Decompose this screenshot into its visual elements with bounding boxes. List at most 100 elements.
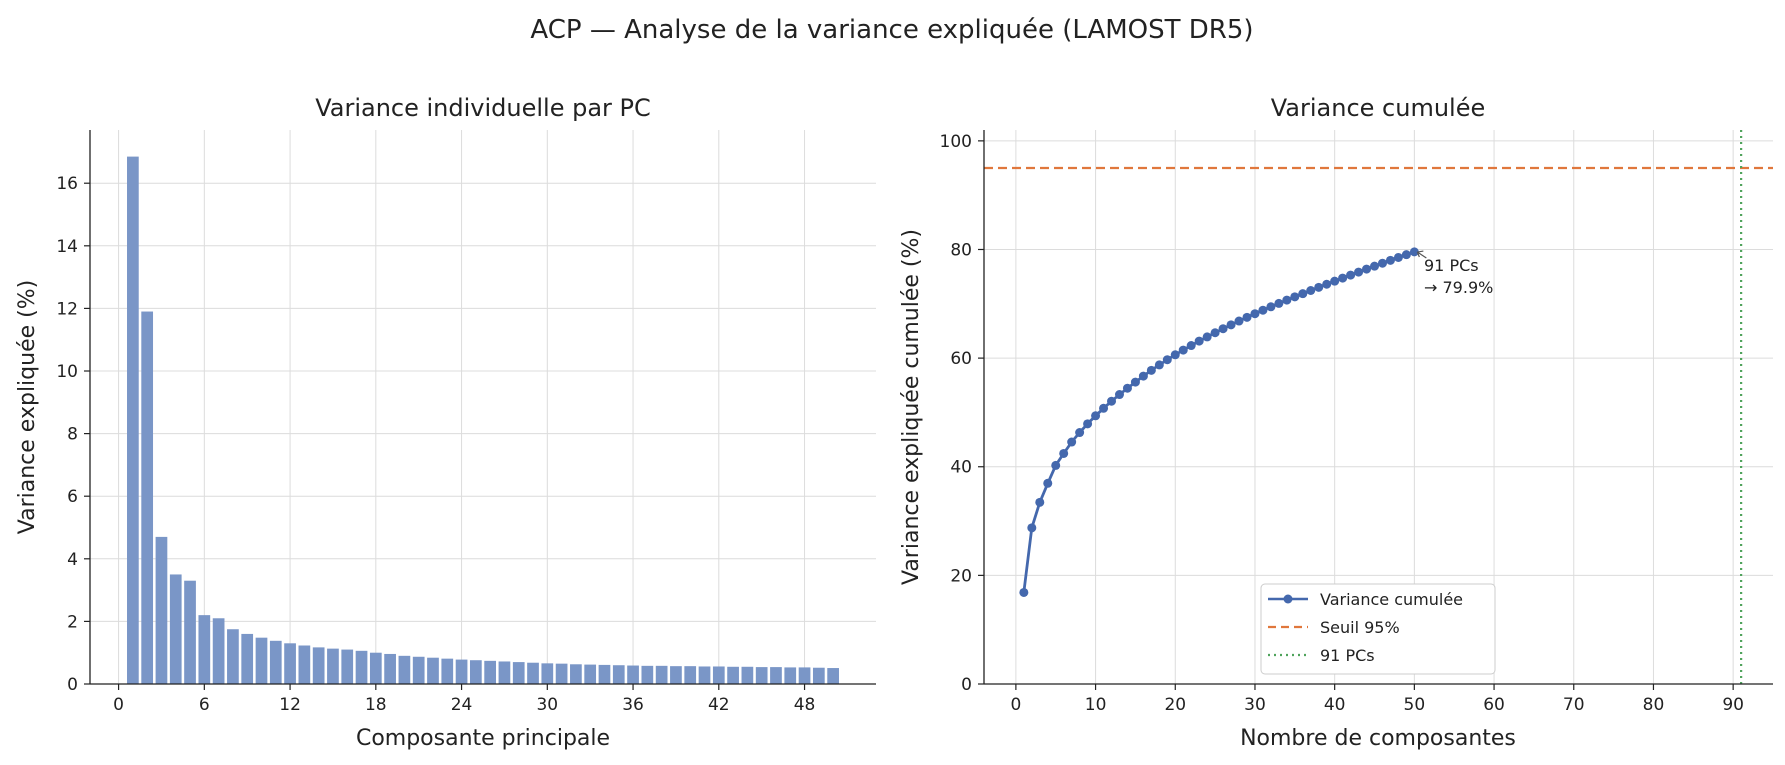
bar (512, 662, 525, 684)
cumulative-point (1362, 264, 1372, 274)
bar (312, 647, 325, 684)
bar-chart-x-tick-label: 18 (365, 695, 387, 715)
bar (584, 664, 597, 684)
bar-chart-x-tick-label: 12 (279, 695, 301, 715)
bar-chart-y-ticks: 0 2 4 6 8 10 12 14 16 (56, 174, 90, 695)
bar (684, 666, 697, 684)
bar (155, 536, 168, 684)
bar-chart-y-tick-label: 14 (56, 237, 78, 257)
bar (141, 311, 154, 684)
cumulative-point (1218, 324, 1228, 334)
cumulative-point (1146, 365, 1156, 375)
cumulative-point (1210, 328, 1220, 338)
bar (627, 665, 639, 684)
bar-chart-x-ticks: 0 6 12 18 24 30 36 42 48 (113, 684, 815, 715)
cumulative-point (1250, 309, 1260, 319)
bar-chart-x-tick-label: 42 (708, 695, 730, 715)
cumulative-x-tick-label: 60 (1483, 695, 1505, 715)
cumulative-point (1234, 316, 1244, 326)
bar (798, 667, 811, 684)
cumulative-x-tick-label: 70 (1563, 695, 1585, 715)
bar (169, 574, 182, 684)
cumulative-point (1226, 320, 1236, 330)
cumulative-point (1409, 247, 1419, 257)
bar-chart-y-tick-label: 16 (56, 174, 78, 194)
bar (255, 637, 268, 684)
cumulative-point (1107, 396, 1117, 406)
bar (427, 657, 439, 684)
cumulative-chart-y-ticks: 0 20 40 60 80 100 (940, 132, 984, 695)
cumulative-chart-series (1019, 247, 1419, 597)
cumulative-chart-reference-lines (984, 130, 1773, 684)
bar (712, 666, 725, 684)
bar (641, 665, 654, 684)
cumulative-x-tick-label: 20 (1164, 695, 1186, 715)
cumulative-point (1266, 302, 1276, 312)
cumulative-point (1186, 341, 1196, 351)
bar (812, 667, 825, 684)
cumulative-x-tick-label: 30 (1244, 695, 1266, 715)
cumulative-point (1075, 428, 1085, 438)
bar (469, 660, 482, 684)
bar (298, 645, 311, 684)
cumulative-point (1019, 587, 1029, 597)
cumulative-x-tick-label: 80 (1643, 695, 1665, 715)
bar-chart-x-label: Composante principale (356, 726, 610, 751)
cumulative-chart-y-label: Variance expliquée cumulée (%) (899, 229, 924, 585)
bar-chart-title: Variance individuelle par PC (315, 94, 651, 122)
cumulative-chart-x-ticks: 0 10 20 30 40 50 60 70 80 90 (1010, 684, 1744, 715)
bar (327, 648, 339, 684)
bar-chart-x-tick-label: 36 (622, 695, 644, 715)
figure-suptitle: ACP — Analyse de la variance expliquée (… (530, 15, 1253, 45)
cumulative-point (1242, 312, 1252, 322)
cumulative-point (1393, 252, 1403, 262)
cumulative-point (1202, 332, 1212, 342)
bar (284, 643, 296, 684)
cumulative-point (1130, 377, 1140, 387)
cumulative-chart-x-label: Nombre de composantes (1240, 726, 1516, 751)
cumulative-point (1035, 497, 1045, 507)
cumulative-point (1370, 261, 1380, 271)
bar (698, 666, 711, 684)
bar (355, 650, 368, 684)
annotation-line-2: → 79.9% (1424, 278, 1493, 297)
cumulative-point (1338, 273, 1348, 283)
legend-label-threshold: Seuil 95% (1320, 618, 1400, 637)
bar (198, 615, 211, 684)
annotation-arrow (1416, 250, 1427, 259)
bar (398, 655, 411, 684)
cumulative-x-tick-label: 90 (1722, 695, 1744, 715)
cumulative-point (1274, 298, 1284, 308)
bar (555, 663, 568, 684)
cumulative-point (1170, 350, 1180, 360)
bar-chart-y-tick-label: 6 (67, 487, 78, 507)
cumulative-point (1114, 390, 1124, 400)
cumulative-point (1377, 258, 1387, 268)
legend-label-cumulative: Variance cumulée (1320, 590, 1463, 609)
annotation-line-1: 91 PCs (1424, 256, 1479, 275)
bar-chart-y-tick-label: 10 (56, 362, 78, 382)
cumulative-y-tick-label: 20 (950, 566, 972, 586)
bar (598, 664, 611, 684)
bar (527, 662, 539, 684)
bar (127, 156, 139, 685)
cumulative-y-tick-label: 0 (961, 675, 972, 695)
cumulative-point (1306, 285, 1316, 295)
bar-chart-bars (127, 156, 839, 685)
cumulative-point (1346, 270, 1356, 280)
cumulative-point (1322, 279, 1332, 289)
bar (570, 664, 582, 684)
bar (541, 663, 554, 684)
cumulative-point (1051, 460, 1061, 470)
bar (484, 660, 497, 684)
cumulative-annotation: 91 PCs → 79.9% (1416, 250, 1493, 297)
cumulative-point (1194, 336, 1204, 346)
cumulative-point (1138, 371, 1148, 381)
bar (498, 661, 511, 684)
bar (755, 667, 768, 684)
bar (241, 633, 254, 684)
cumulative-point (1298, 289, 1308, 299)
cumulative-point (1162, 355, 1172, 365)
